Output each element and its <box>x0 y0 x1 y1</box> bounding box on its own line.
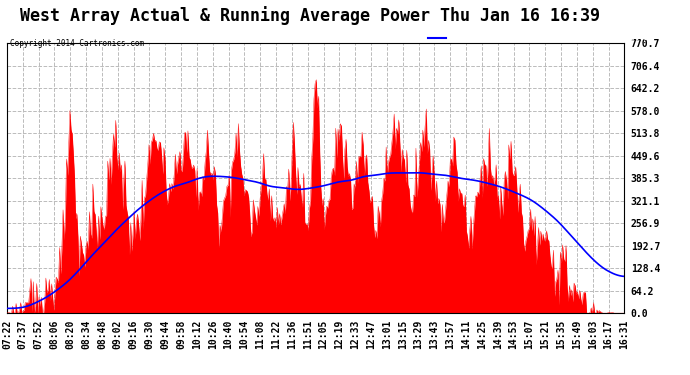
Text: Copyright 2014 Cartronics.com: Copyright 2014 Cartronics.com <box>10 39 144 48</box>
Text: Average  (DC Watts): Average (DC Watts) <box>451 33 539 42</box>
Text: West Array Actual & Running Average Power Thu Jan 16 16:39: West Array Actual & Running Average Powe… <box>21 6 600 25</box>
Text: West Array  (DC Watts): West Array (DC Watts) <box>551 33 653 42</box>
